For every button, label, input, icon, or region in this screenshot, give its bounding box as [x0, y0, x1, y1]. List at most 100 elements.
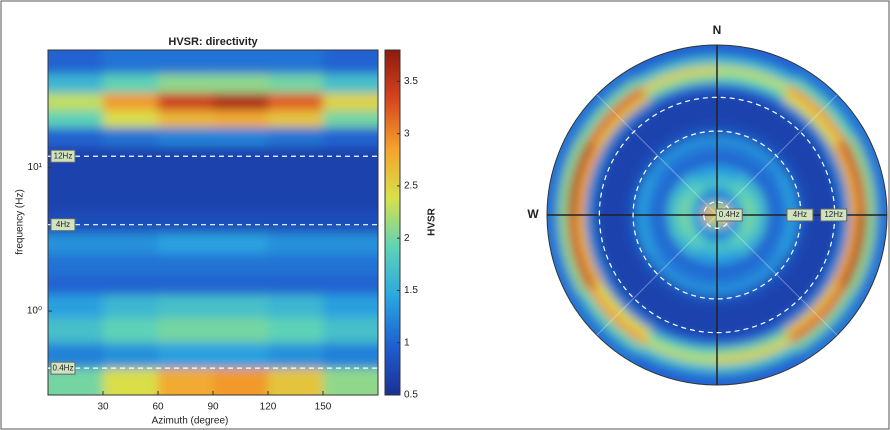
- heatmap-cell: [103, 233, 159, 255]
- polar-cell: [665, 292, 718, 317]
- heatmap-cell: [103, 127, 159, 148]
- polar-cell: [716, 165, 743, 183]
- heatmap-cell: [158, 146, 214, 169]
- x-tick-label: 60: [152, 402, 164, 413]
- polar-cell: [560, 58, 640, 138]
- heatmap-cell: [323, 342, 378, 369]
- polar-cell: [656, 154, 688, 186]
- heatmap-cell: [213, 110, 269, 129]
- heatmap-cell: [213, 210, 269, 234]
- polar-cell: [690, 201, 707, 216]
- heatmap-cell: [323, 253, 378, 275]
- colorbar: [384, 49, 401, 396]
- heatmap-cell: [323, 93, 378, 111]
- polar-cell: [723, 221, 740, 238]
- heatmap-cell: [213, 233, 269, 255]
- heatmap-cell: [103, 253, 159, 275]
- polar-cell: [667, 189, 685, 216]
- polar-cell: [601, 275, 657, 331]
- heatmap-cell: [103, 146, 159, 169]
- heatmap-cell: [323, 146, 378, 169]
- polar-cell: [710, 201, 718, 215]
- heatmap-cell: [103, 294, 159, 319]
- x-tick-label: 120: [260, 402, 277, 413]
- polar-cell: [594, 152, 621, 217]
- heatmap-cell: [103, 73, 159, 94]
- polar-cell: [578, 287, 645, 354]
- polar-cell: [813, 213, 840, 278]
- heatmap-cell: [48, 233, 104, 255]
- heatmap-cell: [323, 127, 378, 148]
- polar-cell: [601, 99, 657, 155]
- heatmap-cell: [158, 342, 214, 369]
- heatmap-cell: [268, 210, 324, 234]
- polar-cell: [781, 279, 840, 338]
- heatmap-cell: [158, 127, 214, 148]
- heatmap-cell: [103, 274, 159, 296]
- polar-cell: [771, 269, 824, 322]
- polar-cell: [716, 274, 758, 296]
- polar-cell: [683, 181, 705, 203]
- polar-cell: [735, 171, 761, 197]
- heatmap-cell: [213, 342, 269, 369]
- chart-title: HVSR: directivity: [168, 36, 258, 48]
- heatmap-cell: [158, 189, 214, 212]
- polar-cell: [771, 108, 824, 161]
- colorbar-tick-label: 0.5: [404, 390, 418, 401]
- x-tick-label: 150: [315, 402, 332, 413]
- y-tick-label: 10⁰: [27, 306, 42, 317]
- polar-cell: [716, 301, 775, 328]
- colorbar-tick-label: 3.5: [404, 76, 418, 87]
- heatmap-cell: [158, 233, 214, 255]
- polar-cell: [794, 58, 874, 138]
- heatmap-cell: [268, 233, 324, 255]
- heatmap-cell: [158, 368, 214, 395]
- polar-cell: [610, 108, 663, 161]
- polar-cell: [794, 292, 874, 372]
- polar-cell: [578, 76, 645, 143]
- heatmap: [48, 50, 378, 395]
- heatmap-cell: [268, 294, 324, 319]
- polar-cell: [659, 102, 718, 129]
- polar-cell: [750, 145, 787, 182]
- heatmap-cell: [48, 317, 104, 344]
- polar-cell: [694, 192, 711, 209]
- heatmap-cell: [323, 233, 378, 255]
- polar-cell: [716, 176, 737, 194]
- polar-cell: [673, 171, 699, 197]
- polar-cell: [676, 274, 718, 296]
- heatmap-cell: [48, 167, 104, 191]
- heatmap-cell: [268, 368, 324, 395]
- polar-cell: [670, 123, 718, 147]
- polar-cell: [647, 214, 667, 251]
- polar-cell: [759, 214, 777, 246]
- heatmap-cell: [268, 317, 324, 344]
- polar-cell: [749, 214, 767, 241]
- polar-cell: [716, 247, 743, 265]
- heatmap-cell: [323, 317, 378, 344]
- heatmap-cell: [103, 167, 159, 191]
- heatmap-cell: [48, 110, 104, 129]
- polar-cell: [761, 259, 806, 304]
- polar-cell: [766, 117, 815, 166]
- polar-cell: [691, 165, 718, 183]
- polar-cell: [716, 257, 748, 275]
- polar-cell: [628, 126, 673, 171]
- heatmap-cell: [48, 294, 104, 319]
- polar-cell: [664, 162, 693, 191]
- x-tick-label: 90: [207, 402, 219, 413]
- polar-cell: [560, 292, 640, 372]
- polar-cell: [628, 259, 673, 304]
- x-tick-label: 30: [97, 402, 109, 413]
- polar-cell: [750, 248, 787, 285]
- polar-cell: [716, 113, 769, 138]
- heatmap-cell: [213, 317, 269, 344]
- polar-cell: [767, 179, 787, 216]
- colorbar-tick-label: 2: [404, 233, 410, 244]
- heatmap-cell: [158, 73, 214, 94]
- polar-cell: [777, 275, 833, 331]
- heatmap-cell: [103, 50, 159, 75]
- polar-cell: [715, 311, 780, 338]
- heatmap-cell: [323, 167, 378, 191]
